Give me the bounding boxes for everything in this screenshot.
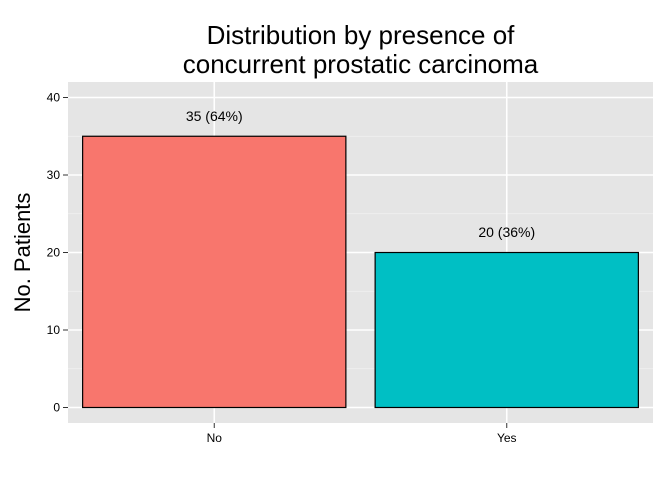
bar-yes [374, 251, 639, 409]
x-tick-label: No [207, 431, 223, 445]
bars [82, 135, 639, 409]
chart-title-line-2: concurrent prostatic carcinoma [183, 49, 539, 79]
bar-no [82, 135, 347, 409]
chart-title-line-1: Distribution by presence of [207, 20, 516, 50]
y-tick-label: 0 [53, 401, 60, 415]
x-tick-label: Yes [497, 431, 517, 445]
data-label-yes: 20 (36%) [478, 224, 535, 240]
data-label-no: 35 (64%) [186, 108, 243, 124]
y-tick-label: 20 [47, 246, 61, 260]
y-tick-label: 10 [47, 323, 61, 337]
y-axis: 0 10 20 30 40 [47, 91, 68, 415]
y-tick-label: 40 [47, 91, 61, 105]
x-axis: No Yes [207, 423, 517, 445]
y-tick-label: 30 [47, 168, 61, 182]
data-labels: 35 (64%) 20 (36%) [186, 108, 535, 240]
y-axis-title: No. Patients [10, 193, 35, 313]
